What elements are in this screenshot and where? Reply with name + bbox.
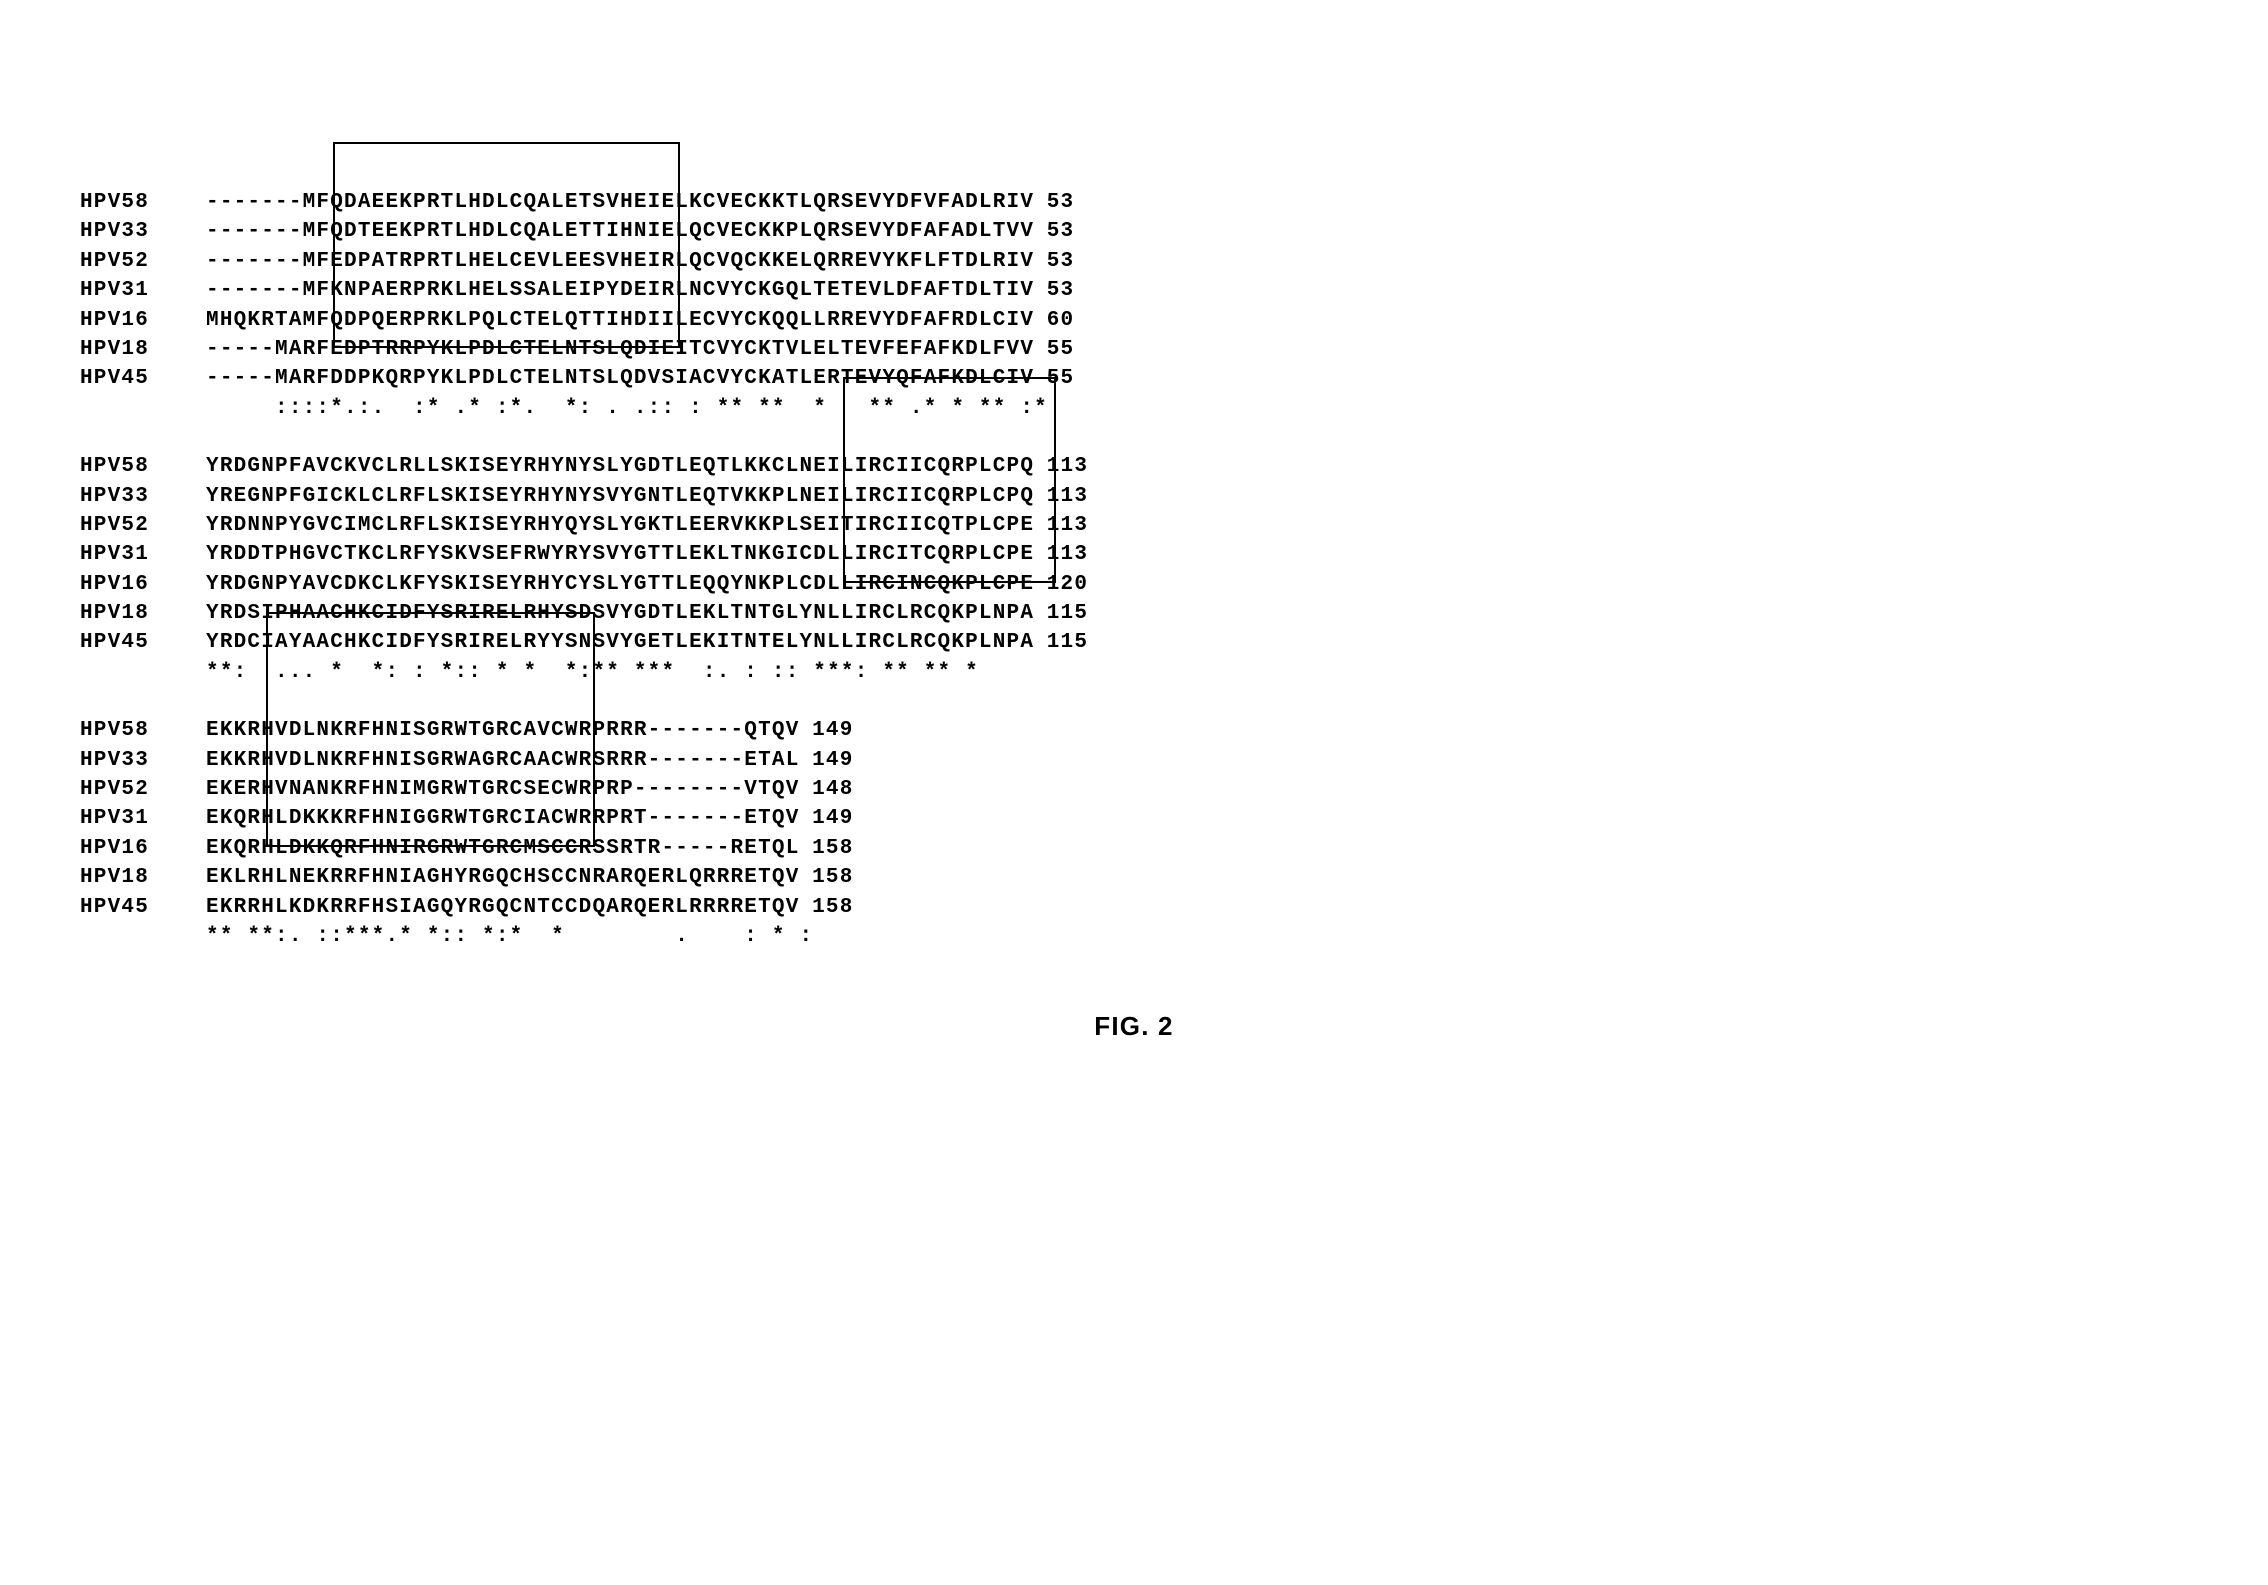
species-label: HPV33 <box>80 746 206 775</box>
sequence-text: EKRRHLKDKRRFHSIAGQYRGQCNTCCDQARQERLRRRRE… <box>206 893 800 922</box>
alignment-row: HPV58-------MFQDAEEKPRTLHDLCQALETSVHEIEL… <box>80 188 1088 217</box>
sequence-text: -------MFQDAEEKPRTLHDLCQALETSVHEIELKCVEC… <box>206 188 1034 217</box>
conservation-text: ::::*.:. :* .* :*. *: . .:: : ** ** * **… <box>206 394 1048 423</box>
sequence-alignment: HPV58-------MFQDAEEKPRTLHDLCQALETSVHEIEL… <box>80 142 1088 951</box>
species-label: HPV31 <box>80 276 206 305</box>
alignment-row: HPV16EKQRHLDKKQRFHNIRGRWTGRCMSCCRSSRTR--… <box>80 834 1088 863</box>
sequence-text: YRDNNPYGVCIMCLRFLSKISEYRHYQYSLYGKTLEERVK… <box>206 511 1034 540</box>
alignment-row: HPV52-------MFEDPATRPRTLHELCEVLEESVHEIRL… <box>80 247 1088 276</box>
sequence-text: EKKRHVDLNKRFHNISGRWAGRCAACWRSRRR-------E… <box>206 746 800 775</box>
species-label: HPV18 <box>80 863 206 892</box>
figure-caption: FIG. 2 <box>80 1011 2188 1042</box>
species-label: HPV45 <box>80 364 206 393</box>
position-number: 115 <box>1034 628 1088 657</box>
sequence-text: EKKRHVDLNKRFHNISGRWTGRCAVCWRPRRR-------Q… <box>206 716 800 745</box>
sequence-text: YRDSIPHAACHKCIDFYSRIRELRHYSDSVYGDTLEKLTN… <box>206 599 1034 628</box>
sequence-text: -------MFEDPATRPRTLHELCEVLEESVHEIRLQCVQC… <box>206 247 1034 276</box>
alignment-row: HPV18EKLRHLNEKRRFHNIAGHYRGQCHSCCNRARQERL… <box>80 863 1088 892</box>
position-number: 113 <box>1034 511 1088 540</box>
alignment-row: HPV52YRDNNPYGVCIMCLRFLSKISEYRHYQYSLYGKTL… <box>80 511 1088 540</box>
alignment-row: HPV33YREGNPFGICKLCLRFLSKISEYRHYNYSVYGNTL… <box>80 482 1088 511</box>
sequence-text: -----MARFDDPKQRPYKLPDLCTELNTSLQDVSIACVYC… <box>206 364 1034 393</box>
species-label: HPV18 <box>80 335 206 364</box>
position-number: 149 <box>800 804 854 833</box>
species-label: HPV58 <box>80 716 206 745</box>
position-number: 149 <box>800 746 854 775</box>
species-label: HPV16 <box>80 570 206 599</box>
sequence-text: EKQRHLDKKKRFHNIGGRWTGRCIACWRRPRT-------E… <box>206 804 800 833</box>
species-label: HPV52 <box>80 247 206 276</box>
alignment-row: HPV31-------MFKNPAERPRKLHELSSALEIPYDEIRL… <box>80 276 1088 305</box>
species-label: HPV45 <box>80 893 206 922</box>
position-number: 158 <box>800 863 854 892</box>
species-label: HPV31 <box>80 804 206 833</box>
alignment-row: HPV33-------MFQDTEEKPRTLHDLCQALETTIHNIEL… <box>80 217 1088 246</box>
position-number: 53 <box>1034 247 1074 276</box>
position-number: 120 <box>1034 570 1088 599</box>
species-label: HPV31 <box>80 540 206 569</box>
species-label: HPV52 <box>80 511 206 540</box>
position-number: 53 <box>1034 276 1074 305</box>
species-label: HPV16 <box>80 306 206 335</box>
species-label: HPV16 <box>80 834 206 863</box>
alignment-row: HPV45EKRRHLKDKRRFHSIAGQYRGQCNTCCDQARQERL… <box>80 893 1088 922</box>
position-number: 148 <box>800 775 854 804</box>
sequence-text: YRDGNPFAVCKVCLRLLSKISEYRHYNYSLYGDTLEQTLK… <box>206 452 1034 481</box>
sequence-text: YRDGNPYAVCDKCLKFYSKISEYRHYCYSLYGTTLEQQYN… <box>206 570 1034 599</box>
conservation-text: ** **:. ::***.* *:: *:* * . : * : <box>206 922 813 951</box>
species-label: HPV18 <box>80 599 206 628</box>
position-number: 158 <box>800 834 854 863</box>
sequence-text: YREGNPFGICKLCLRFLSKISEYRHYNYSVYGNTLEQTVK… <box>206 482 1034 511</box>
sequence-text: -----MARFEDPTRRPYKLPDLCTELNTSLQDIEITCVYC… <box>206 335 1034 364</box>
species-label: HPV45 <box>80 628 206 657</box>
sequence-text: EKERHVNANKRFHNIMGRWTGRCSECWRPRP--------V… <box>206 775 800 804</box>
position-number: 113 <box>1034 540 1088 569</box>
sequence-text: -------MFQDTEEKPRTLHDLCQALETTIHNIELQCVEC… <box>206 217 1034 246</box>
conservation-text: **: ... * *: : *:: * * *:** *** :. : :: … <box>206 658 993 687</box>
species-label: HPV33 <box>80 217 206 246</box>
alignment-row: HPV16MHQKRTAMFQDPQERPRKLPQLCTELQTTIHDIIL… <box>80 306 1088 335</box>
position-number: 60 <box>1034 306 1074 335</box>
sequence-text: YRDCIAYAACHKCIDFYSRIRELRYYSNSVYGETLEKITN… <box>206 628 1034 657</box>
species-label: HPV58 <box>80 452 206 481</box>
position-number: 115 <box>1034 599 1088 628</box>
sequence-text: EKLRHLNEKRRFHNIAGHYRGQCHSCCNRARQERLQRRRE… <box>206 863 800 892</box>
alignment-row: HPV18-----MARFEDPTRRPYKLPDLCTELNTSLQDIEI… <box>80 335 1088 364</box>
sequence-text: YRDDTPHGVCTKCLRFYSKVSEFRWYRYSVYGTTLEKLTN… <box>206 540 1034 569</box>
alignment-row: HPV18YRDSIPHAACHKCIDFYSRIRELRHYSDSVYGDTL… <box>80 599 1088 628</box>
species-label: HPV52 <box>80 775 206 804</box>
conservation-row: ** **:. ::***.* *:: *:* * . : * : <box>80 922 1088 951</box>
sequence-text: -------MFKNPAERPRKLHELSSALEIPYDEIRLNCVYC… <box>206 276 1034 305</box>
position-number: 53 <box>1034 188 1074 217</box>
species-label: HPV33 <box>80 482 206 511</box>
alignment-row: HPV31EKQRHLDKKKRFHNIGGRWTGRCIACWRRPRT---… <box>80 804 1088 833</box>
position-number: 113 <box>1034 482 1088 511</box>
position-number: 158 <box>800 893 854 922</box>
alignment-row: HPV52EKERHVNANKRFHNIMGRWTGRCSECWRPRP----… <box>80 775 1088 804</box>
sequence-text: EKQRHLDKKQRFHNIRGRWTGRCMSCCRSSRTR-----RE… <box>206 834 800 863</box>
alignment-row: HPV45-----MARFDDPKQRPYKLPDLCTELNTSLQDVSI… <box>80 364 1088 393</box>
alignment-row: HPV31YRDDTPHGVCTKCLRFYSKVSEFRWYRYSVYGTTL… <box>80 540 1088 569</box>
position-number: 53 <box>1034 217 1074 246</box>
position-number: 113 <box>1034 452 1088 481</box>
conservation-row: ::::*.:. :* .* :*. *: . .:: : ** ** * **… <box>80 394 1088 423</box>
alignment-row: HPV16YRDGNPYAVCDKCLKFYSKISEYRHYCYSLYGTTL… <box>80 570 1088 599</box>
conservation-row: **: ... * *: : *:: * * *:** *** :. : :: … <box>80 658 1088 687</box>
alignment-row: HPV33EKKRHVDLNKRFHNISGRWAGRCAACWRSRRR---… <box>80 746 1088 775</box>
position-number: 149 <box>800 716 854 745</box>
position-number: 55 <box>1034 335 1074 364</box>
position-number: 55 <box>1034 364 1074 393</box>
alignment-row: HPV45YRDCIAYAACHKCIDFYSRIRELRYYSNSVYGETL… <box>80 628 1088 657</box>
species-label: HPV58 <box>80 188 206 217</box>
sequence-text: MHQKRTAMFQDPQERPRKLPQLCTELQTTIHDIILECVYC… <box>206 306 1034 335</box>
alignment-row: HPV58EKKRHVDLNKRFHNISGRWTGRCAVCWRPRRR---… <box>80 716 1088 745</box>
alignment-row: HPV58YRDGNPFAVCKVCLRLLSKISEYRHYNYSLYGDTL… <box>80 452 1088 481</box>
